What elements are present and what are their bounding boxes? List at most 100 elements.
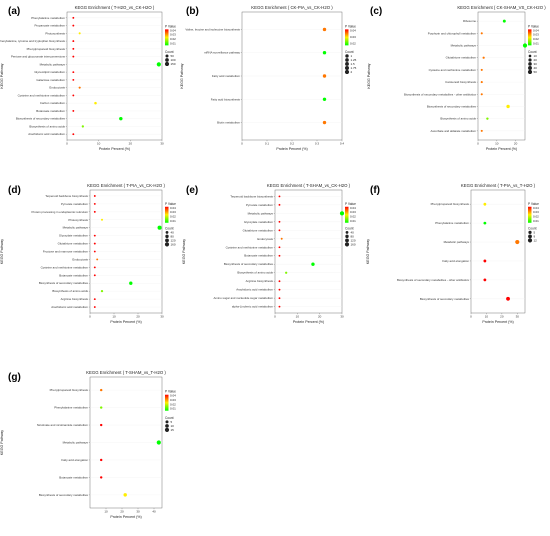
panel-label: (d) [8,185,21,196]
legend-count-label: 40 [351,230,355,234]
x-tick-label: 0 [89,315,91,319]
legend-pvalue-label: 0.02 [533,37,539,41]
legend-count-label: 1 [351,54,353,58]
data-point [502,19,506,23]
y-tick-label: Glutathione metabolism [243,228,274,232]
legend-count-marker [345,238,349,243]
legend-count-marker [527,69,533,75]
data-point [72,71,75,74]
y-tick-label: Phenylalanine metabolism [435,221,469,225]
chart-title: KEGG Enrichment ( CK-PIA_vs_CK-H2O ) [251,5,333,10]
legend-count-label: 80 [351,234,355,238]
data-point [72,16,75,19]
chart-panel-7: (g) KEGG Enrichment ( T-SHAM_vs_T-H2O ) Ph… [0,370,176,519]
data-point [278,305,281,308]
y-tick-label: Endocytosis [49,86,65,90]
x-axis-label: Protein Percent (%) [99,147,130,151]
y-tick-label: Carbon metabolism [40,101,66,105]
legend-pvalue-label: 0.03 [170,33,176,37]
data-point [278,246,281,249]
legend-count-title: Count [345,226,354,230]
chart-panel-5: (e) KEGG Enrichment ( T-SHAM_vs_CK-H2O ) T… [182,183,356,324]
data-point [93,242,96,245]
x-tick-label: 20 [500,315,504,319]
data-point [322,97,327,101]
chart-panel-1: (a) KEGG Enrichment ( T-H2O_vs_CK-H2O ) Ph… [0,5,176,151]
data-point [486,117,489,120]
data-point [100,218,104,221]
y-tick-label: Protein processing in endoplasmic reticu… [31,210,88,214]
legend-count-label: 100 [171,58,176,62]
legend-count-marker [164,427,170,433]
x-tick-label: 10 [104,510,108,514]
y-tick-label: Biosynthesis of secondary metabolites [420,297,470,301]
panel-label: (b) [186,6,199,17]
legend-count-label: 15 [171,428,175,432]
y-tick-label: Porphyrin and chlorophyll metabolism [428,31,477,35]
data-point [322,74,327,78]
data-point [99,458,103,462]
y-tick-label: Metabolic pathways [451,44,477,48]
x-tick-label: 20 [120,510,124,514]
legend-count-label: 10 [534,54,538,58]
y-tick-label: Glyoxylate metabolism [59,234,89,238]
x-tick-label: 10 [296,315,300,319]
x-axis-label: Protein Percent (%) [276,147,307,151]
y-tick-label: Biosynthesis of secondary metabolites - … [397,278,470,282]
y-tick-label: Cysteine and methionine metabolism [429,68,477,72]
data-point [278,203,281,206]
legend-count-marker [528,62,532,66]
legend-pvalue-colorbar [528,206,532,223]
y-tick-label: Butanoate metabolism [36,109,65,113]
legend-pvalue-label: 0.03 [170,398,176,402]
data-point [93,250,96,253]
y-tick-label: Arachidonic acid metabolism [28,132,65,136]
legend-count-marker [164,242,170,247]
legend-count-label: 40 [534,66,538,70]
y-tick-label: Metabolic pathways [444,240,470,244]
x-tick-label: 10 [495,142,499,146]
legend-count-label: 9 [534,234,536,238]
data-point [93,202,96,205]
data-point [157,225,162,230]
x-tick-label: 20 [136,315,140,319]
panel-label: (a) [8,6,20,17]
y-tick-label: Fatty acid elongation [442,259,469,263]
legend-pvalue-colorbar [165,29,169,46]
data-point [72,94,75,97]
y-axis-label: KEGG Pathway [180,63,184,88]
data-point [480,129,483,132]
y-tick-label: Glutathione metabolism [58,242,89,246]
panel-label: (e) [186,185,198,196]
y-tick-label: Biosynthesis of secondary metabolites [224,262,274,266]
y-tick-label: Nicotinate and nicotinamide metabolism [37,423,89,427]
plot-frame [66,11,163,141]
legend-pvalue-title: P Value [165,202,176,206]
data-point [156,62,161,67]
legend-count-title: Count [528,226,537,230]
legend-count-marker [344,242,350,247]
legend-pvalue-label: 0.04 [170,206,176,210]
y-axis-label: KEGG Pathway [0,63,4,88]
y-tick-label: Terpenoid backbone biosynthesis [45,194,88,198]
data-point [280,237,283,240]
legend-pvalue-label: 0.02 [170,214,176,218]
legend-pvalue-label: 0.03 [533,210,539,214]
y-tick-label: Endocytosis [257,237,273,241]
data-point [278,288,281,291]
y-tick-label: Metabolic pathways [63,226,89,230]
y-tick-label: Phenylpropanoid biosynthesis [27,47,66,51]
legend-count-marker [165,420,169,424]
y-tick-label: Biosynthesis of amino acids [29,124,65,128]
legend-count-marker [165,238,169,243]
y-tick-label: Phenylpropanoid biosynthesis [50,388,89,392]
legend-count-label: 50 [534,70,538,74]
data-point [339,211,345,216]
y-tick-label: Arachidonic acid metabolism [51,305,88,309]
x-tick-label: 30 [136,510,140,514]
legend-count-label: 1.5 [351,62,356,66]
data-point [72,109,75,112]
legend-pvalue-colorbar [345,206,349,223]
panel-label: (f) [370,185,380,196]
y-tick-label: Arginine biosynthesis [246,279,274,283]
